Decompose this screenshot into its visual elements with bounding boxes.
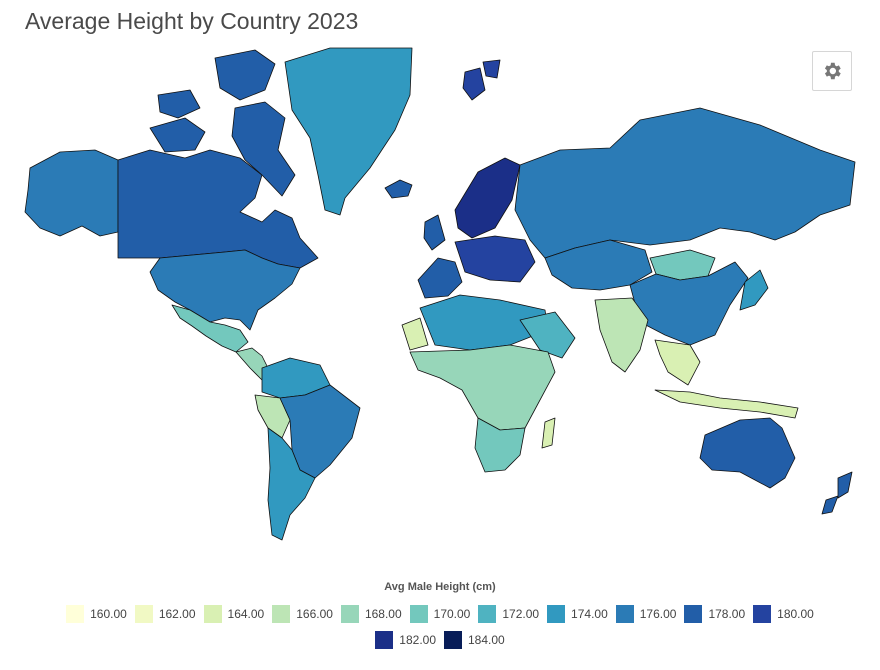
region-arctic-islands xyxy=(157,89,201,119)
legend-swatch xyxy=(753,605,772,623)
legend-item[interactable]: 172.00 xyxy=(478,605,539,623)
legend-label: 184.00 xyxy=(468,633,505,647)
region-sub-saharan-africa xyxy=(409,344,556,431)
legend-swatch xyxy=(615,605,634,623)
legend-label: 180.00 xyxy=(777,607,814,621)
legend-swatch xyxy=(375,631,394,649)
legend-label: 172.00 xyxy=(502,607,540,621)
region-new-zealand xyxy=(837,471,853,499)
region-argentina-chile xyxy=(267,427,316,541)
legend-item[interactable]: 176.00 xyxy=(615,605,677,623)
region-russia xyxy=(514,107,856,259)
region-madagascar xyxy=(541,417,556,449)
region-mexico xyxy=(171,304,249,353)
region-arctic-islands xyxy=(231,101,296,197)
chart-title: Average Height by Country 2023 xyxy=(25,8,359,34)
legend-item[interactable]: 164.00 xyxy=(203,605,265,623)
legend-item[interactable]: 178.00 xyxy=(684,605,745,623)
settings-button[interactable] xyxy=(812,51,852,91)
region-iceland xyxy=(384,179,413,199)
legend-label: 170.00 xyxy=(433,607,471,621)
legend-title: Avg Male Height (cm) xyxy=(384,581,496,593)
region-western-sahara xyxy=(401,317,429,351)
legend-item[interactable]: 170.00 xyxy=(409,605,471,623)
legend-item[interactable]: 166.00 xyxy=(272,605,333,623)
legend-label: 168.00 xyxy=(364,607,402,621)
legend-swatch xyxy=(134,605,153,623)
region-western-europe xyxy=(417,257,463,299)
region-japan xyxy=(739,269,769,311)
legend-swatch xyxy=(340,605,359,623)
legend-item[interactable]: 162.00 xyxy=(134,605,196,623)
region-central-europe xyxy=(454,157,521,239)
legend-swatch xyxy=(203,605,222,623)
legend-swatch xyxy=(272,605,291,623)
region-southeast-asia xyxy=(654,339,701,386)
legend-item[interactable]: 160.00 xyxy=(66,605,127,623)
region-new-zealand xyxy=(821,495,839,515)
region-svalbard xyxy=(462,67,486,101)
legend: 160.00 162.00 164.00 166.00 168.00 170.00 172.… xyxy=(40,605,840,649)
legend-item[interactable]: 182.00 xyxy=(375,631,436,649)
region-central-asia xyxy=(544,239,653,291)
legend-swatch xyxy=(478,605,497,623)
region-nordics xyxy=(454,235,536,283)
legend-label: 160.00 xyxy=(90,607,127,621)
region-china xyxy=(629,261,749,346)
region-greenland xyxy=(284,47,413,216)
legend-item[interactable]: 168.00 xyxy=(340,605,402,623)
legend-label: 162.00 xyxy=(158,607,196,621)
gear-icon xyxy=(824,62,841,80)
legend-label: 182.00 xyxy=(399,633,436,647)
legend-label: 166.00 xyxy=(296,607,333,621)
region-india xyxy=(594,297,649,373)
legend-swatch xyxy=(547,605,566,623)
legend-item[interactable]: 180.00 xyxy=(753,605,814,623)
legend-swatch xyxy=(684,605,703,623)
region-brazil xyxy=(279,384,361,479)
legend-swatch xyxy=(444,631,462,649)
region-arctic-islands xyxy=(214,49,276,101)
region-united-states xyxy=(149,249,301,331)
world-map xyxy=(24,47,856,541)
legend-swatch xyxy=(409,605,428,623)
region-arctic-islands xyxy=(149,117,206,153)
region-arabian-peninsula xyxy=(519,311,576,359)
region-australia xyxy=(699,417,796,489)
region-southern-africa xyxy=(474,417,526,473)
legend-label: 164.00 xyxy=(227,607,265,621)
region-indonesia xyxy=(654,389,799,419)
legend-item[interactable]: 174.00 xyxy=(547,605,608,623)
legend-label: 178.00 xyxy=(708,607,746,621)
legend-item[interactable]: 184.00 xyxy=(444,631,505,649)
region-british-isles xyxy=(423,214,446,251)
legend-swatch xyxy=(66,605,85,623)
region-svalbard xyxy=(482,59,501,79)
region-alaska xyxy=(24,149,119,237)
legend-label: 174.00 xyxy=(571,607,608,621)
legend-label: 176.00 xyxy=(639,607,677,621)
